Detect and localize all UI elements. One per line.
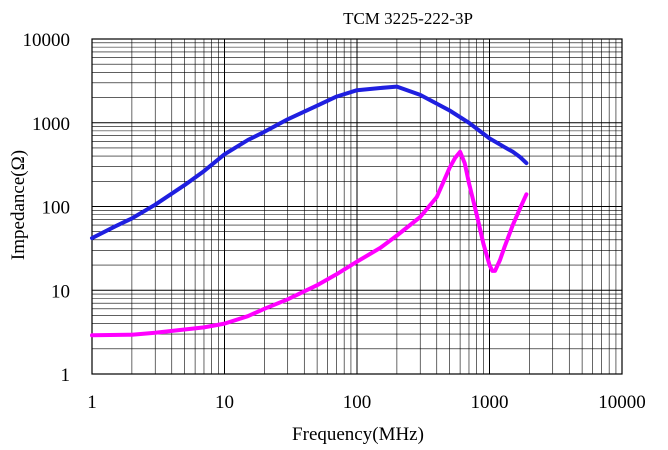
x-tick-label: 1000 xyxy=(471,392,509,413)
y-tick-label: 10 xyxy=(51,281,70,302)
y-tick-label: 1000 xyxy=(32,114,70,135)
series-layer xyxy=(90,84,529,338)
y-tick-label: 1 xyxy=(61,365,71,386)
x-tick-label: 100 xyxy=(343,392,372,413)
x-axis-label: Frequency(MHz) xyxy=(292,424,424,445)
y-tick-label: 100 xyxy=(42,198,71,219)
chart-title: TCM 3225-222-3P xyxy=(343,9,473,28)
series-line-blue xyxy=(90,84,529,241)
y-tick-label: 10000 xyxy=(23,30,71,51)
grid xyxy=(91,39,622,375)
plot-frame xyxy=(91,38,623,375)
x-tick-label: 10 xyxy=(215,392,234,413)
y-axis-label: Impedance(Ω) xyxy=(8,150,29,260)
x-tick-label: 1 xyxy=(87,392,97,413)
x-tick-label: 10000 xyxy=(598,392,646,413)
series-line-magenta xyxy=(90,149,529,338)
tick-labels: 1 10 100 1000 10000 1 10 100 1000 10000 xyxy=(23,30,646,413)
